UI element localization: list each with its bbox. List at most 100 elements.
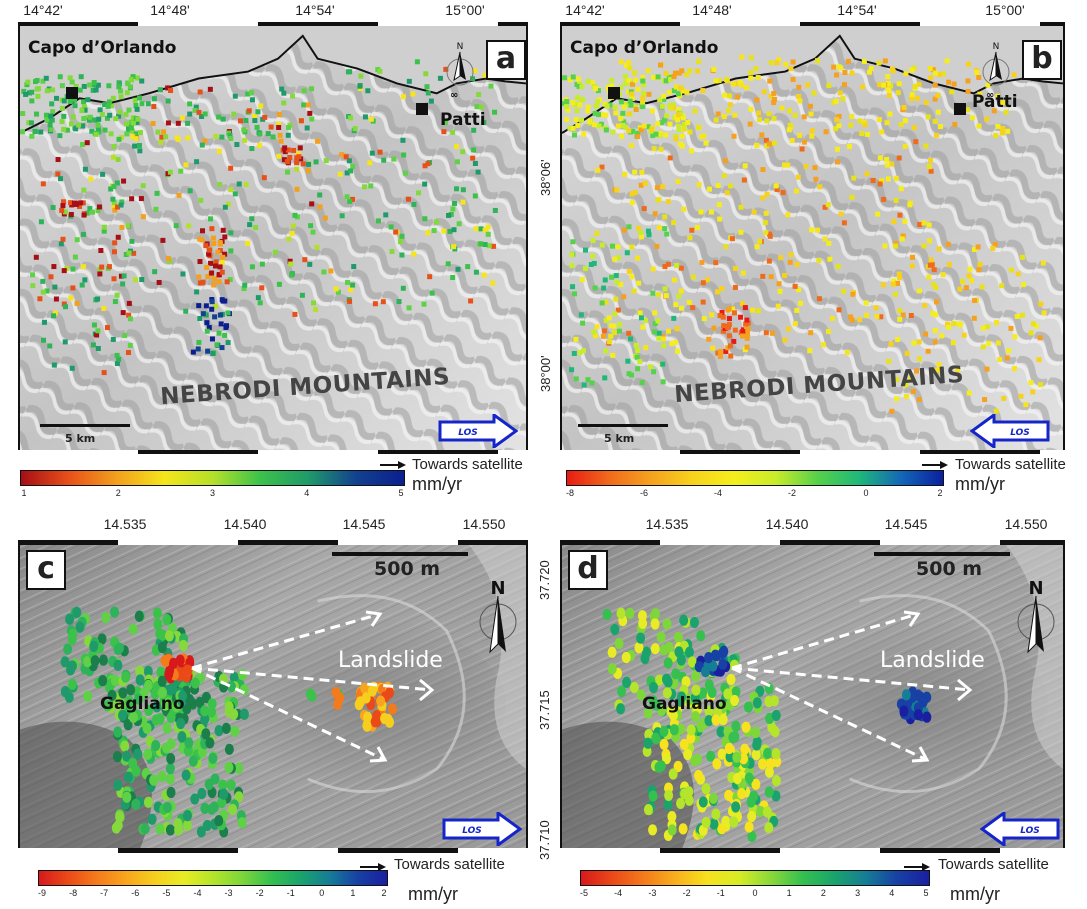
los-arrow-icon: LOS bbox=[969, 412, 1050, 450]
ps-point bbox=[368, 116, 374, 122]
ps-point bbox=[447, 228, 453, 234]
ps-point bbox=[204, 328, 210, 334]
ps-point bbox=[725, 751, 735, 763]
ps-point bbox=[1038, 301, 1044, 307]
ps-point bbox=[601, 285, 607, 291]
ps-point bbox=[453, 144, 459, 150]
ps-point bbox=[51, 264, 57, 270]
ps-point bbox=[771, 116, 777, 122]
town-label-patti: Patti bbox=[440, 110, 486, 130]
ps-point bbox=[95, 296, 101, 302]
ps-point bbox=[768, 274, 774, 280]
ps-point bbox=[220, 227, 226, 233]
ps-point bbox=[208, 216, 214, 222]
ps-point bbox=[900, 233, 906, 239]
ps-point bbox=[665, 261, 671, 267]
ps-point bbox=[787, 122, 793, 128]
ps-point bbox=[649, 681, 659, 694]
ps-point bbox=[654, 761, 664, 773]
ps-point bbox=[222, 251, 228, 257]
ps-point bbox=[600, 333, 606, 339]
colorbar-tick-label: -1 bbox=[286, 888, 295, 898]
ps-point bbox=[993, 408, 999, 414]
ps-point bbox=[782, 272, 788, 278]
ps-point bbox=[182, 819, 192, 832]
ps-point bbox=[346, 158, 352, 164]
ps-point bbox=[900, 312, 906, 318]
colorbar-gradient bbox=[580, 870, 930, 886]
ps-point bbox=[625, 358, 631, 364]
ps-point bbox=[614, 187, 620, 193]
ps-point bbox=[901, 689, 911, 701]
ps-point bbox=[67, 98, 73, 104]
ps-point bbox=[106, 83, 112, 89]
ps-point bbox=[406, 78, 412, 84]
ps-point bbox=[137, 130, 143, 136]
ps-point bbox=[602, 375, 608, 381]
ps-point bbox=[667, 102, 673, 108]
ps-point bbox=[670, 102, 676, 108]
ps-point bbox=[896, 271, 902, 277]
ps-point bbox=[158, 139, 164, 145]
ps-point bbox=[841, 288, 847, 294]
ps-point bbox=[119, 199, 125, 205]
ps-point bbox=[859, 130, 865, 136]
ps-point bbox=[133, 136, 139, 142]
ps-point bbox=[348, 287, 354, 293]
ps-point bbox=[764, 786, 774, 798]
ps-point bbox=[114, 360, 120, 366]
ps-point bbox=[676, 723, 686, 735]
ps-point bbox=[61, 113, 67, 119]
graticule-frame-top bbox=[18, 22, 528, 26]
ps-point bbox=[635, 255, 641, 261]
ps-point bbox=[768, 60, 774, 66]
ps-point bbox=[669, 724, 679, 736]
ps-point bbox=[77, 203, 83, 209]
ps-point bbox=[195, 346, 201, 352]
ps-point bbox=[641, 82, 647, 88]
ps-point bbox=[155, 823, 165, 835]
ps-point bbox=[801, 114, 807, 120]
ps-point bbox=[294, 186, 300, 192]
ps-point bbox=[687, 129, 693, 135]
ps-point bbox=[272, 249, 278, 255]
graticule-frame-bottom bbox=[18, 848, 528, 853]
ps-point bbox=[50, 109, 56, 115]
ps-point bbox=[72, 254, 78, 260]
ps-point bbox=[730, 731, 740, 743]
ps-point bbox=[79, 282, 85, 288]
ps-point bbox=[715, 111, 721, 117]
ps-point bbox=[664, 113, 670, 119]
ps-point bbox=[612, 311, 618, 317]
ps-point bbox=[676, 654, 686, 666]
ps-point bbox=[677, 141, 683, 147]
ps-point bbox=[257, 131, 263, 137]
ps-point bbox=[209, 299, 215, 305]
ps-point bbox=[118, 709, 128, 722]
ps-point bbox=[696, 630, 706, 642]
ps-point bbox=[567, 77, 573, 83]
ps-point bbox=[641, 206, 647, 212]
ps-point bbox=[748, 70, 754, 76]
ps-point bbox=[845, 58, 851, 64]
ps-point bbox=[676, 293, 682, 299]
ps-point bbox=[85, 97, 91, 103]
ps-point bbox=[60, 685, 70, 698]
town-label-patti: Patti bbox=[972, 92, 1018, 112]
ps-point bbox=[691, 711, 701, 723]
ps-point bbox=[782, 162, 788, 168]
ps-point bbox=[879, 178, 885, 184]
ps-point bbox=[30, 272, 36, 278]
ps-point bbox=[797, 98, 803, 104]
ps-point bbox=[89, 209, 95, 215]
ps-point bbox=[599, 300, 605, 306]
ps-point bbox=[877, 155, 883, 161]
ps-point bbox=[92, 117, 98, 123]
ps-point bbox=[315, 138, 321, 144]
ps-point bbox=[61, 268, 67, 274]
ps-point bbox=[130, 74, 136, 80]
ps-point bbox=[718, 714, 728, 726]
ps-point bbox=[592, 285, 598, 291]
ps-point bbox=[588, 262, 594, 268]
ps-point bbox=[661, 93, 667, 99]
